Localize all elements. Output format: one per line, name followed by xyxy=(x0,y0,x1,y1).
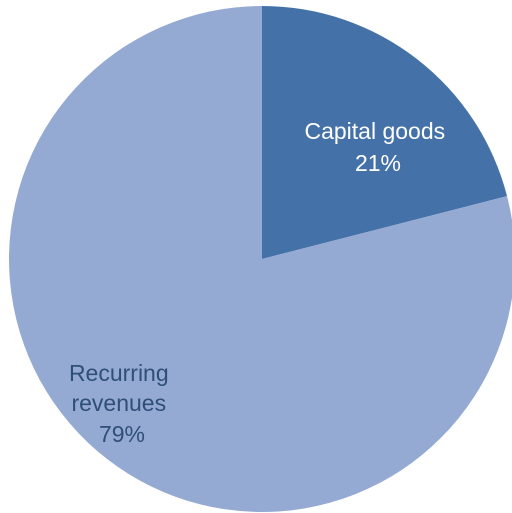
slice-value-capital-goods: 21% xyxy=(355,150,401,176)
slice-value-recurring-revenues: 79% xyxy=(99,421,145,447)
slice-name-capital-goods: Capital goods xyxy=(304,118,445,144)
slice-name-recurring-revenues-2: revenues xyxy=(71,390,166,416)
slice-label-recurring-revenues: Recurring revenues 79% xyxy=(69,360,175,447)
pie-slice-recurring-revenues xyxy=(9,6,512,512)
slice-name-recurring-revenues: Recurring xyxy=(69,360,169,386)
slice-label-capital-goods: Capital goods 21% xyxy=(304,118,451,176)
pie-slices xyxy=(9,6,512,512)
pie-slice-capital-goods xyxy=(262,6,508,259)
